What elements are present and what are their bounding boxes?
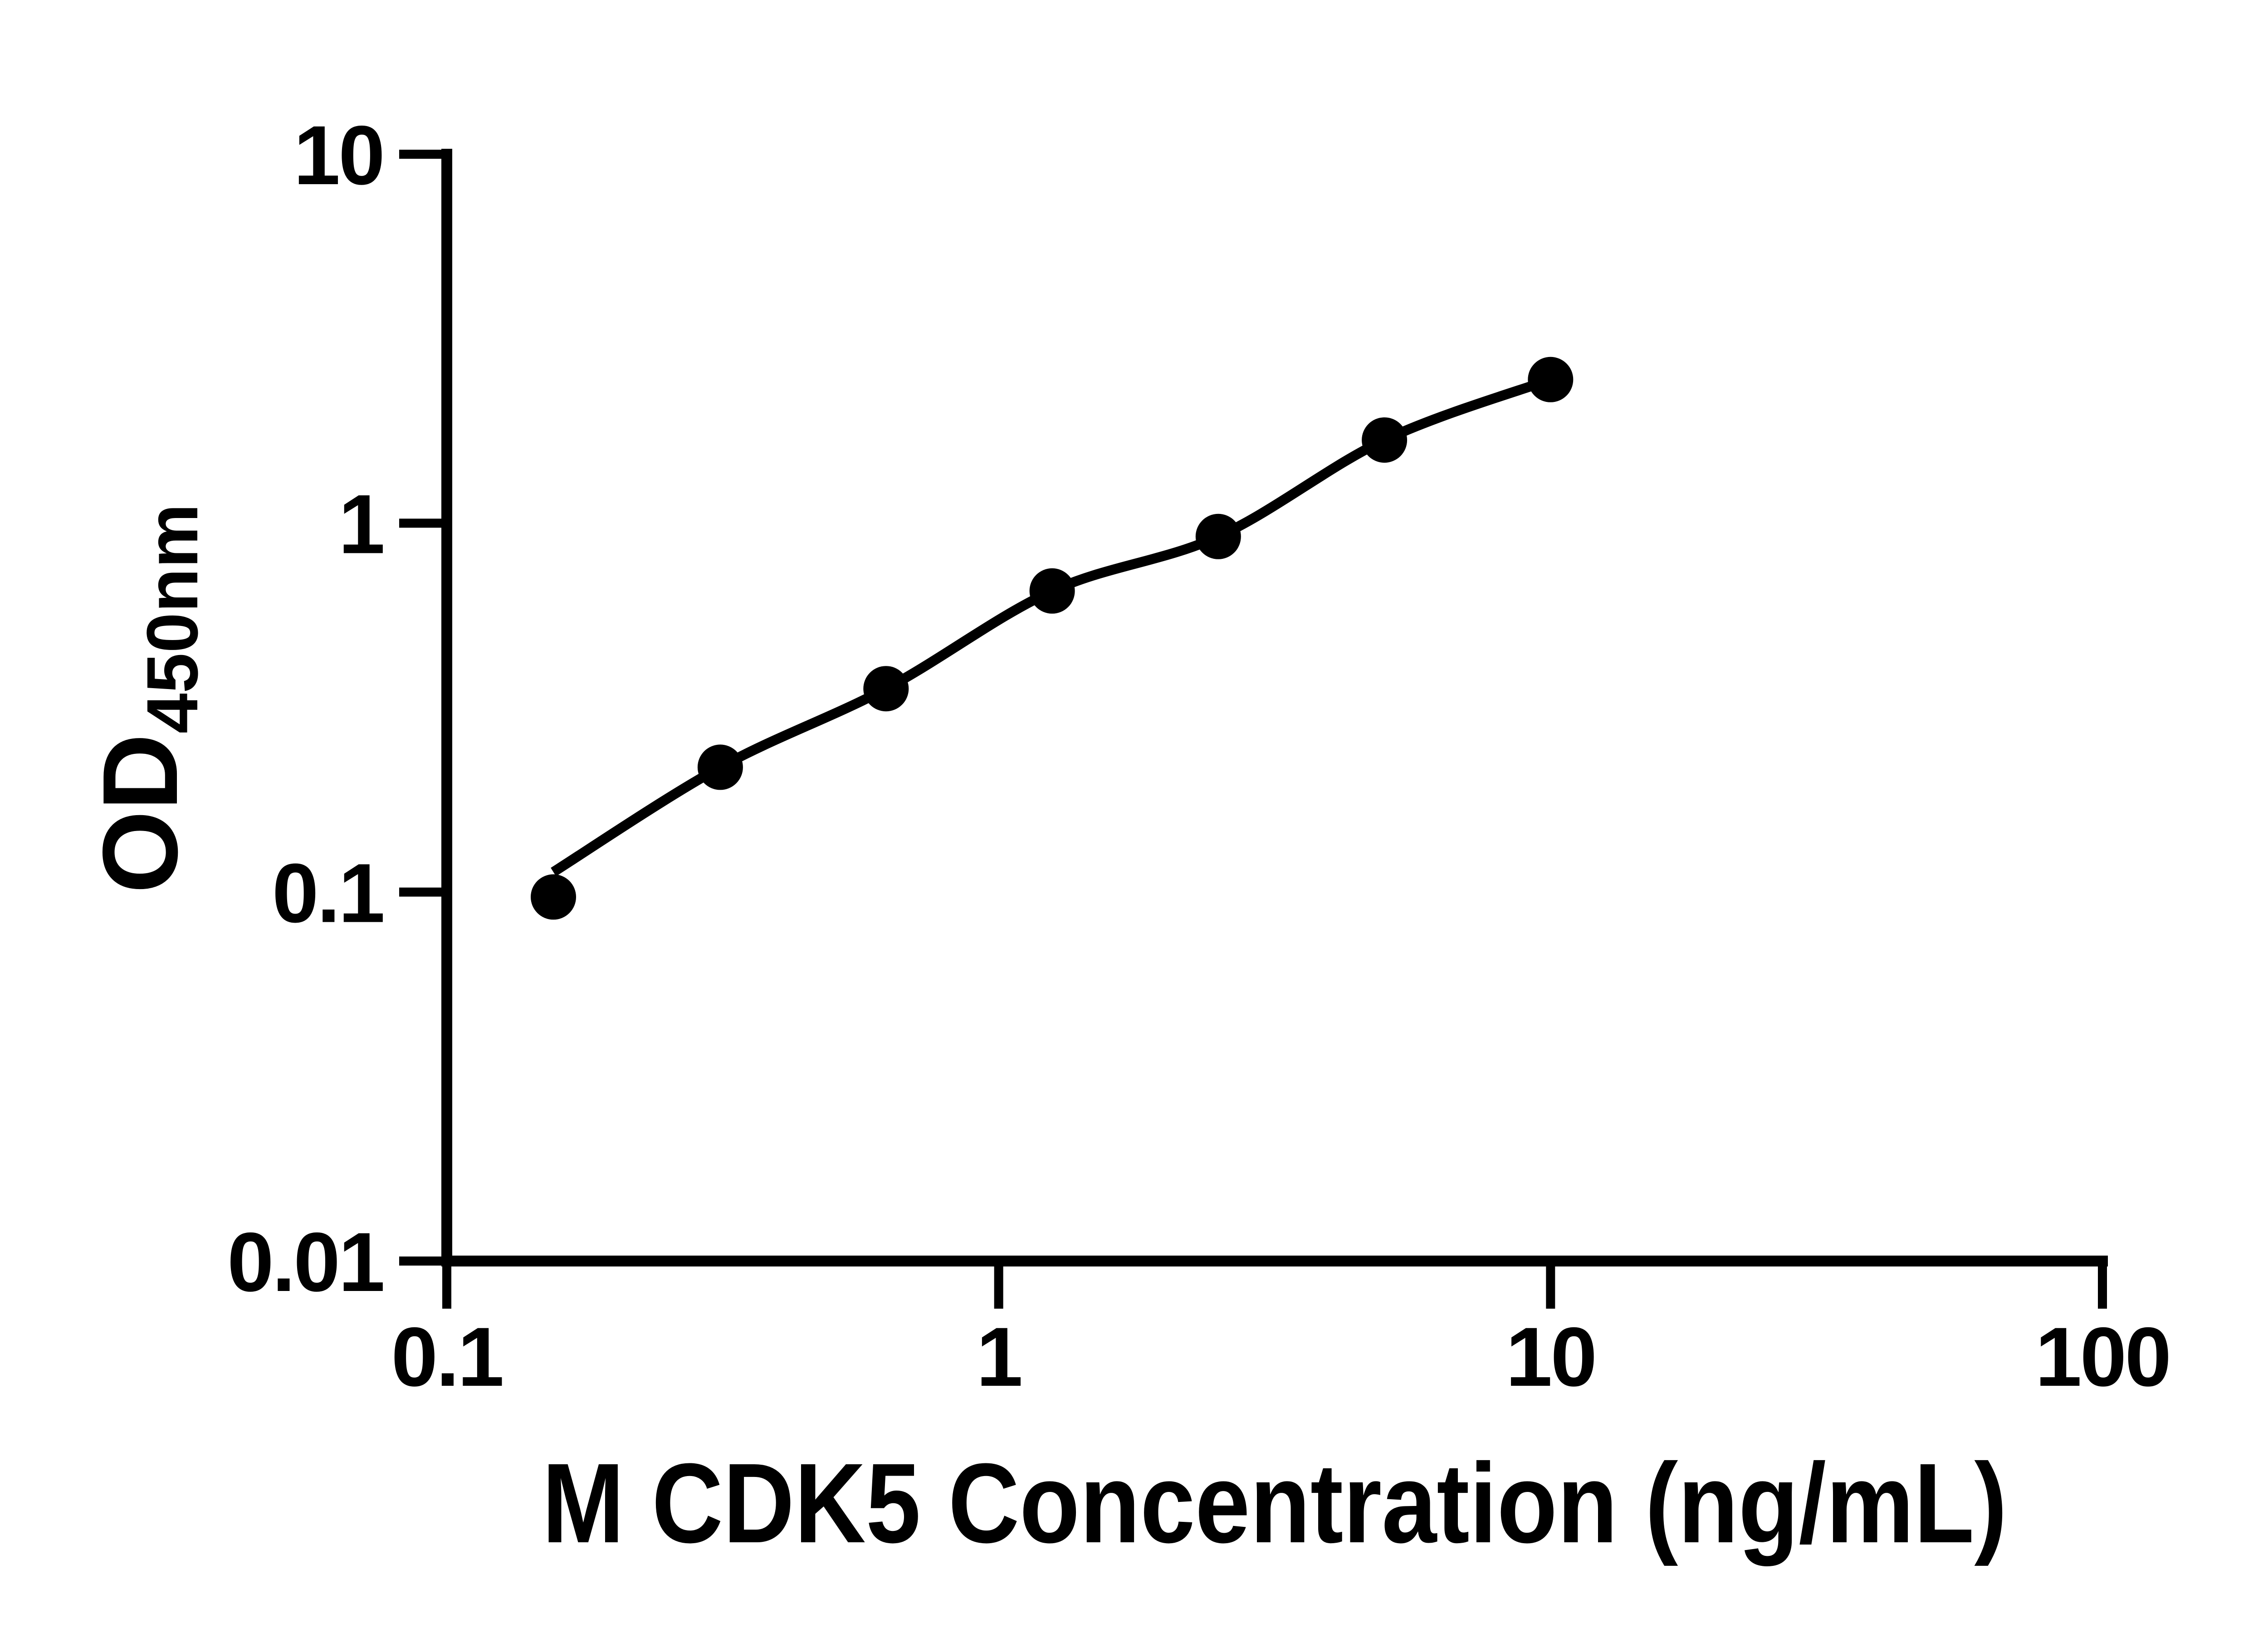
data-point-marker xyxy=(863,666,909,712)
y-axis-title-subscript: 450nm xyxy=(132,504,213,733)
x-tick-label: 100 xyxy=(2035,1310,2170,1404)
ticks-layer xyxy=(399,150,2107,1309)
axes-layer xyxy=(441,149,2108,1266)
y-axis-title-main: OD xyxy=(80,733,200,894)
data-point-marker xyxy=(1195,513,1241,559)
x-axis-title: M CDK5 Concentration (ng/mL) xyxy=(542,1440,2007,1566)
x-tick-label: 0.1 xyxy=(391,1310,502,1404)
x-tick-label: 10 xyxy=(1505,1310,1595,1404)
x-tick-label: 1 xyxy=(976,1310,1021,1404)
y-axis-title: OD450nm xyxy=(80,504,213,893)
y-tick-label: 0.01 xyxy=(227,1216,383,1309)
data-point-marker xyxy=(531,874,576,920)
points-layer xyxy=(531,357,1574,920)
data-point-marker xyxy=(1029,568,1075,614)
y-tick-label: 1 xyxy=(338,478,383,571)
y-tick-label: 10 xyxy=(293,109,383,202)
data-point-marker xyxy=(697,744,743,790)
data-point-marker xyxy=(1528,357,1574,402)
axis-lines xyxy=(441,149,2108,1266)
data-point-marker xyxy=(1362,417,1408,463)
y-tick-label: 0.1 xyxy=(272,847,383,940)
